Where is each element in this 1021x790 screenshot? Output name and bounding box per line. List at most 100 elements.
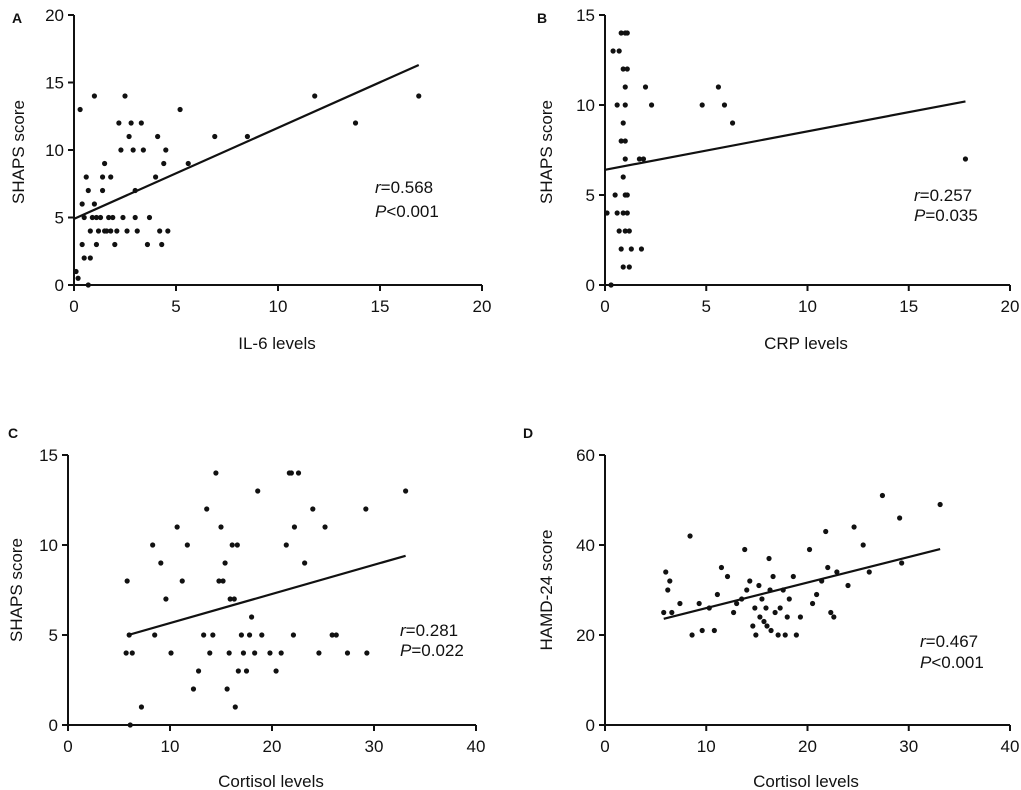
data-point	[85, 187, 91, 194]
data-point	[610, 48, 616, 54]
data-point	[91, 93, 97, 99]
y-ticks: 0 5 10 15	[39, 446, 68, 735]
data-point	[124, 228, 130, 234]
x-tick-label: 40	[467, 737, 486, 756]
stat-r: r=0.257	[914, 186, 972, 205]
data-point	[828, 609, 834, 616]
data-point	[207, 650, 213, 656]
data-point	[786, 596, 792, 602]
data-point	[770, 573, 776, 580]
panel-letter: D	[523, 425, 533, 441]
y-tick-label: 10	[45, 141, 64, 160]
panel-d: D 0 20 40 60 0 10 20 30 40 HAMD-24 score Cortis…	[523, 425, 1019, 790]
data-points	[123, 470, 409, 728]
data-point	[155, 133, 161, 140]
data-point	[782, 632, 788, 638]
data-point	[220, 578, 226, 584]
data-point	[295, 470, 302, 476]
data-point	[153, 174, 159, 180]
data-point	[87, 255, 93, 261]
data-point	[244, 133, 250, 140]
data-point	[81, 255, 87, 261]
data-point	[83, 174, 89, 180]
x-ticks: 0 5 10 15 20	[600, 285, 1019, 316]
data-point	[157, 228, 163, 234]
data-point	[246, 632, 253, 638]
stat-p: P<0.001	[375, 202, 439, 221]
data-point	[75, 275, 81, 281]
data-point	[897, 515, 903, 521]
data-point	[291, 524, 298, 530]
data-point	[761, 618, 767, 625]
data-point	[146, 214, 153, 221]
data-point	[628, 246, 634, 252]
data-point	[661, 609, 667, 616]
data-point	[333, 632, 339, 638]
data-point	[168, 650, 174, 656]
data-point	[273, 668, 279, 674]
data-point	[620, 66, 626, 72]
data-point	[699, 102, 705, 108]
x-ticks: 0 5 10 15 20	[69, 285, 491, 316]
data-point	[618, 138, 624, 144]
data-point	[730, 609, 737, 616]
data-point	[316, 650, 322, 656]
data-point	[677, 600, 683, 607]
data-points	[604, 30, 969, 288]
data-point	[768, 627, 774, 634]
panel-b: B 0 5 10 15 0 5 10 15 20 SHAPS score CRP levels…	[537, 6, 1019, 353]
data-point	[624, 30, 630, 36]
data-point	[793, 632, 799, 638]
data-point	[797, 614, 804, 620]
data-point	[99, 174, 106, 180]
data-point	[622, 156, 628, 162]
data-point	[163, 147, 169, 153]
data-points	[661, 492, 943, 638]
y-tick-label: 40	[576, 536, 595, 555]
data-point	[140, 147, 146, 153]
data-point	[624, 192, 630, 198]
data-point	[93, 214, 100, 221]
data-point	[711, 627, 717, 634]
data-point	[302, 560, 308, 566]
data-point	[222, 560, 228, 566]
data-point	[259, 632, 265, 638]
data-point	[123, 650, 129, 656]
y-tick-label: 0	[586, 276, 595, 295]
data-point	[229, 542, 235, 548]
data-point	[715, 84, 722, 90]
data-point	[124, 578, 130, 584]
data-point	[612, 192, 618, 198]
data-point	[806, 546, 813, 553]
data-point	[416, 93, 422, 99]
data-point	[79, 241, 85, 248]
data-point	[752, 605, 758, 611]
data-point	[120, 214, 126, 221]
data-point	[112, 241, 118, 248]
data-point	[669, 609, 675, 616]
data-point	[620, 120, 626, 126]
data-point	[226, 650, 232, 656]
x-tick-label: 0	[600, 737, 609, 756]
data-point	[742, 546, 748, 553]
data-point	[724, 573, 731, 580]
data-point	[278, 650, 284, 656]
data-point	[129, 650, 135, 656]
data-point	[622, 228, 628, 234]
data-point	[866, 569, 872, 575]
data-point	[185, 160, 191, 167]
data-point	[757, 614, 763, 620]
x-tick-label: 20	[1001, 297, 1020, 316]
data-point	[127, 722, 133, 728]
y-tick-label: 15	[576, 6, 595, 25]
data-point	[823, 528, 829, 535]
data-point	[784, 614, 790, 620]
data-point	[290, 632, 297, 638]
regression-line	[73, 63, 420, 220]
x-tick-label: 10	[269, 297, 288, 316]
data-point	[243, 668, 250, 674]
y-tick-label: 20	[576, 626, 595, 645]
data-point	[104, 228, 110, 234]
